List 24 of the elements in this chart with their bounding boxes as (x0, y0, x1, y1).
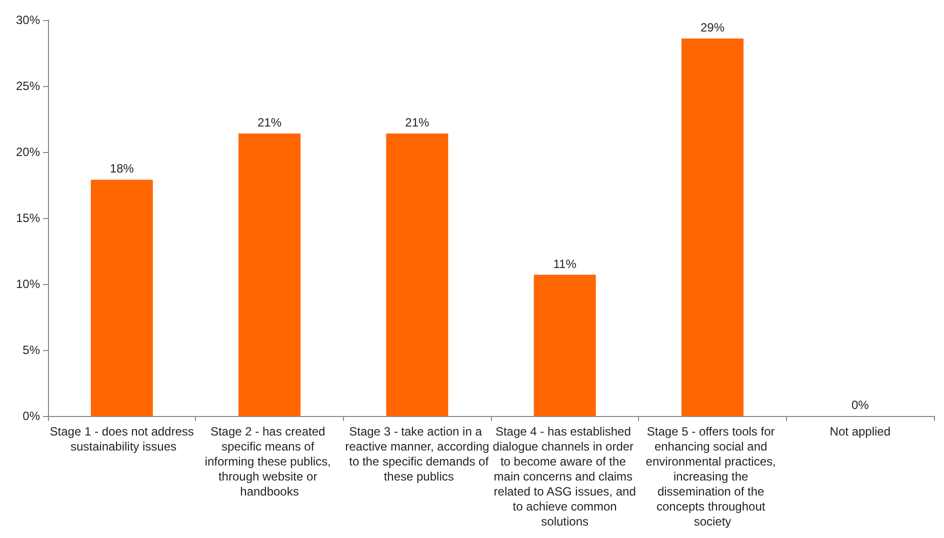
x-tick-label: Not applied (830, 424, 891, 438)
bar (534, 274, 596, 416)
bar (681, 38, 744, 416)
data-label: 21% (257, 116, 282, 130)
x-tick-label: Stage 5 - offers tools for enhancing social and environmental practices, increasing the dissemination of the concepts throughout society (646, 424, 780, 528)
y-tick-label: 10% (16, 277, 40, 291)
x-tick-label: Stage 1 - does not address sustainability issues (50, 424, 194, 454)
y-tick-label: 5% (22, 343, 40, 357)
x-tick-label: Stage 3 - take action in a reactive manner, according to the specific demands of these publics (345, 424, 490, 484)
x-tick-label: Stage 2 - has created specific means of informing these publics, through website or handbooks (204, 424, 334, 498)
y-tick-label: 0% (22, 409, 40, 423)
data-label: 0% (851, 398, 870, 412)
data-label: 21% (405, 116, 430, 130)
y-tick-label: 30% (16, 13, 40, 27)
y-tick-label: 25% (16, 79, 40, 93)
data-label: 29% (700, 20, 725, 34)
bar (238, 134, 301, 416)
data-label: 18% (110, 162, 134, 176)
bar (386, 134, 448, 416)
bar (90, 180, 153, 416)
y-tick-label: 15% (16, 211, 40, 225)
data-label: 11% (553, 256, 577, 271)
x-tick-label: Stage 4 - has established dialogue channels in order to become aware of the main concerns and claims related to ASG issues, and to achieve common solutions (492, 424, 637, 528)
y-tick-label: 20% (16, 145, 40, 159)
